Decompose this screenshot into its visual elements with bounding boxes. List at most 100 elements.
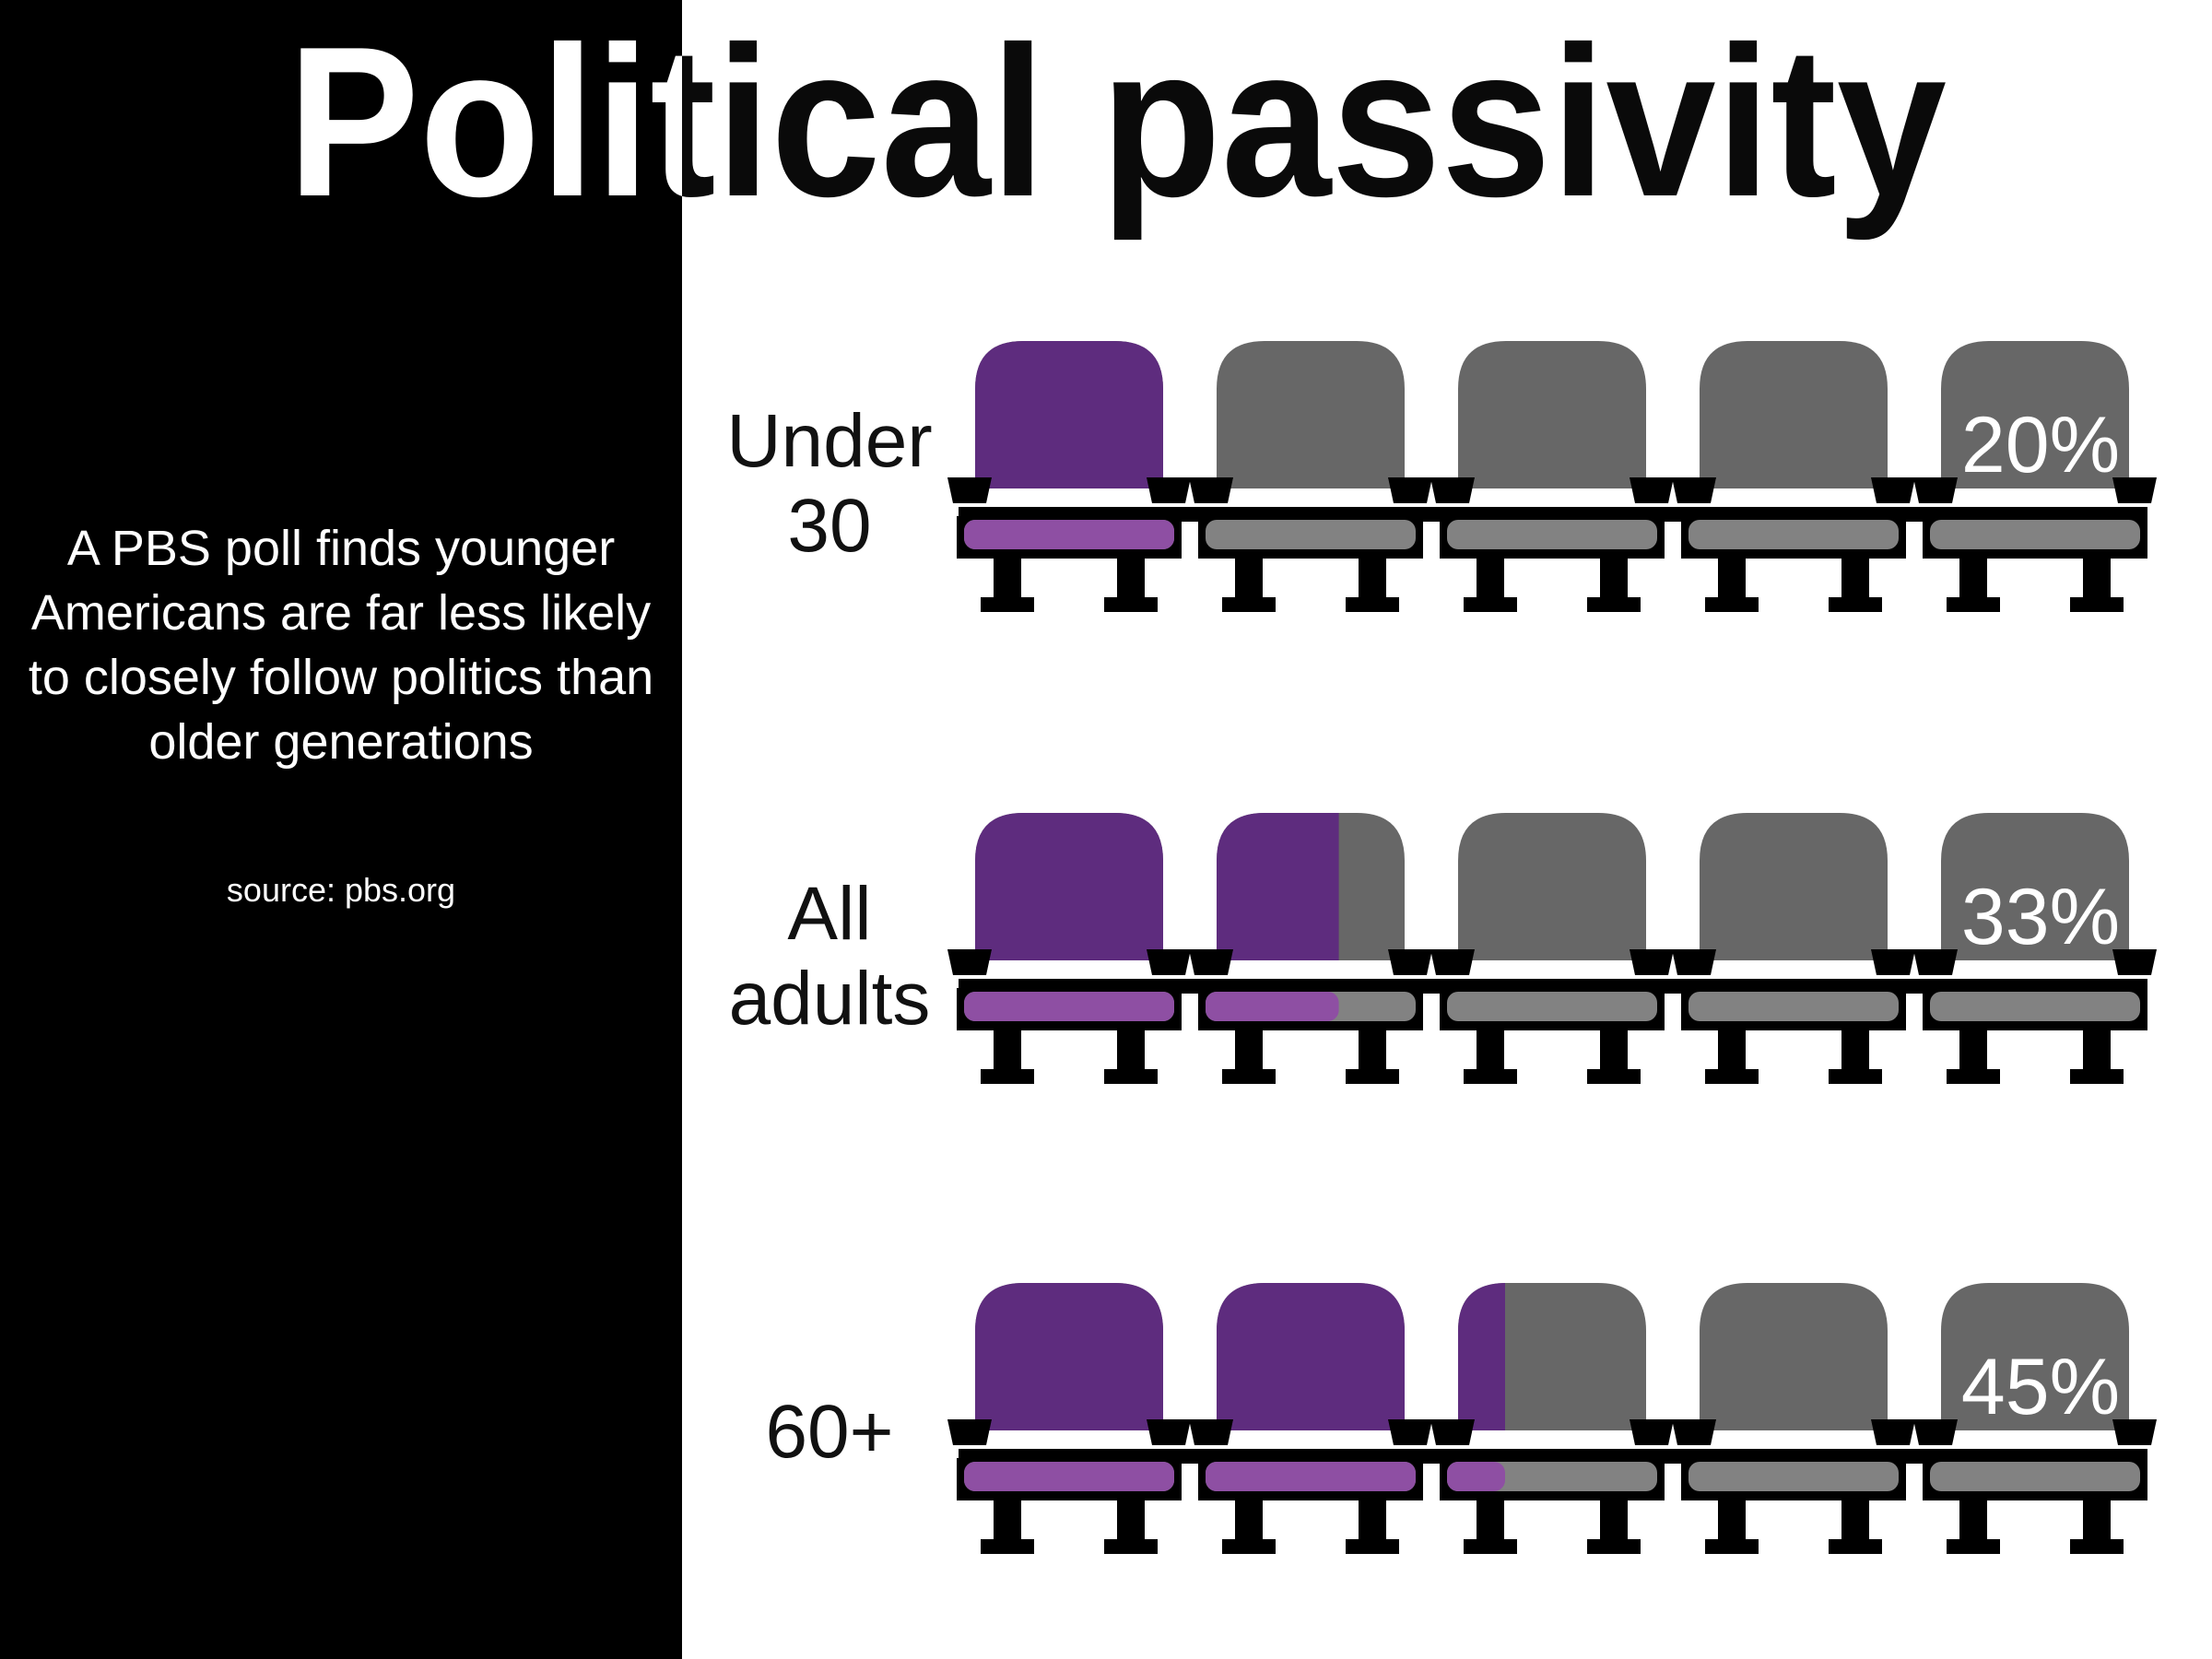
seat-cushion bbox=[1447, 992, 1657, 1021]
page-title: Political passivity Political passivity bbox=[0, 0, 2212, 249]
seat-backrest bbox=[1700, 1283, 1888, 1430]
value-label: 45% bbox=[1961, 1343, 2120, 1431]
armrest bbox=[1913, 949, 1958, 975]
seat-icon bbox=[1430, 813, 1674, 1084]
armrest bbox=[947, 477, 992, 503]
source-note: source: pbs.org bbox=[226, 871, 456, 909]
seat-icon bbox=[1189, 341, 1432, 612]
seat-foot bbox=[1947, 1069, 2000, 1084]
seat-icon bbox=[1672, 1283, 1915, 1554]
seat-cushion bbox=[1930, 1462, 2140, 1491]
seat-icon bbox=[947, 341, 1191, 612]
seat-foot bbox=[2070, 1539, 2124, 1554]
seat-foot bbox=[2070, 597, 2124, 612]
seat-foot bbox=[1346, 1539, 1399, 1554]
seat-cushion-fill bbox=[1206, 1462, 1416, 1491]
armrest bbox=[1871, 477, 1915, 503]
left-panel bbox=[0, 0, 682, 1659]
seat-foot bbox=[1705, 1539, 1759, 1554]
armrest bbox=[1672, 1419, 1716, 1445]
title-text-light: Political passivity bbox=[288, 3, 1947, 241]
seat-backrest bbox=[1700, 341, 1888, 488]
seat-icon bbox=[947, 813, 1191, 1084]
title-graphic: Political passivity Political passivity bbox=[288, 3, 1947, 241]
armrest bbox=[1189, 1419, 1233, 1445]
seat-row: 33% bbox=[947, 813, 2157, 1084]
seat-foot bbox=[1104, 597, 1158, 612]
armrest bbox=[1388, 477, 1432, 503]
armrest bbox=[1672, 477, 1716, 503]
seat-foot bbox=[1829, 1539, 1882, 1554]
seat-foot bbox=[1705, 597, 1759, 612]
row-label-line: adults bbox=[728, 957, 931, 1041]
armrest bbox=[1630, 949, 1674, 975]
seat-foot bbox=[1947, 1539, 2000, 1554]
seat-foot bbox=[1587, 1069, 1641, 1084]
seat-backrest bbox=[1217, 341, 1405, 488]
row-label-line: 60+ bbox=[765, 1390, 894, 1474]
seat-fill bbox=[1217, 1283, 1405, 1430]
seat-cushion bbox=[1447, 520, 1657, 549]
seat-foot bbox=[1587, 597, 1641, 612]
row-label-line: All bbox=[787, 872, 872, 956]
seat-fill bbox=[1458, 1283, 1505, 1430]
seat-foot bbox=[1104, 1539, 1158, 1554]
seat-cushion bbox=[1688, 1462, 1899, 1491]
seat-foot bbox=[2070, 1069, 2124, 1084]
seat-backrest bbox=[1941, 813, 2129, 960]
row-label-under-30: Under 30 bbox=[682, 399, 977, 569]
armrest bbox=[1630, 477, 1674, 503]
armrest bbox=[1189, 477, 1233, 503]
seat-cushion-fill bbox=[964, 1462, 1174, 1491]
seat-icon bbox=[947, 1283, 1191, 1554]
row-label-line: 30 bbox=[787, 484, 872, 568]
seat-foot bbox=[1587, 1539, 1641, 1554]
armrest bbox=[1871, 1419, 1915, 1445]
seat-icon bbox=[1913, 1283, 2157, 1554]
seat-icon bbox=[1672, 813, 1915, 1084]
seat-foot bbox=[1829, 597, 1882, 612]
seat-foot bbox=[1222, 1539, 1276, 1554]
armrest bbox=[1871, 949, 1915, 975]
armrest bbox=[1913, 1419, 1958, 1445]
armrest bbox=[1430, 477, 1475, 503]
seat-foot bbox=[981, 597, 1034, 612]
seat-foot bbox=[1464, 1539, 1517, 1554]
seat-icon bbox=[1189, 813, 1432, 1084]
seat-cushion bbox=[1930, 992, 2140, 1021]
seat-backrest bbox=[1941, 341, 2129, 488]
seat-foot bbox=[1464, 1069, 1517, 1084]
row-label-line: Under bbox=[726, 399, 933, 483]
seat-backrest bbox=[1700, 813, 1888, 960]
seat-icon bbox=[1913, 813, 2157, 1084]
seat-foot bbox=[981, 1539, 1034, 1554]
seat-icon bbox=[1672, 341, 1915, 612]
armrest bbox=[1147, 949, 1191, 975]
value-label: 20% bbox=[1961, 401, 2120, 489]
seat-cushion bbox=[1688, 520, 1899, 549]
seat-cushion-fill bbox=[1206, 992, 1339, 1021]
intro-text: A PBS poll finds younger Americans are f… bbox=[28, 521, 654, 770]
seat-row: 45% bbox=[947, 1283, 2157, 1554]
armrest bbox=[1630, 1419, 1674, 1445]
seat-backrest bbox=[1458, 341, 1646, 488]
seat-cushion-fill bbox=[964, 992, 1174, 1021]
row-label-all-adults: All adults bbox=[682, 872, 977, 1041]
seat-foot bbox=[1829, 1069, 1882, 1084]
seat-backrest bbox=[1458, 813, 1646, 960]
seat-cushion bbox=[1688, 992, 1899, 1021]
seat-cushion-fill bbox=[964, 520, 1174, 549]
armrest bbox=[1147, 1419, 1191, 1445]
value-label: 33% bbox=[1961, 873, 2120, 961]
seat-icon bbox=[1430, 341, 1674, 612]
seat-foot bbox=[1104, 1069, 1158, 1084]
seat-backrest bbox=[1941, 1283, 2129, 1430]
seat-foot bbox=[1346, 597, 1399, 612]
armrest bbox=[1388, 1419, 1432, 1445]
seat-foot bbox=[1222, 1069, 1276, 1084]
seat-foot bbox=[1346, 1069, 1399, 1084]
armrest bbox=[2112, 1419, 2157, 1445]
seat-fill bbox=[975, 1283, 1163, 1430]
seat-foot bbox=[1222, 597, 1276, 612]
